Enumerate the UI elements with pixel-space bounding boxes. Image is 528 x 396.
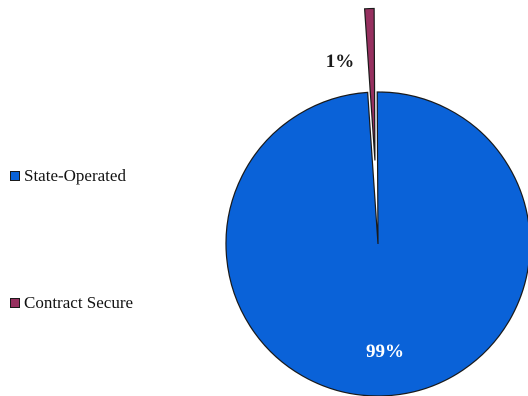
- legend-item-state-operated: State-Operated: [10, 166, 126, 186]
- legend-label-contract-secure: Contract Secure: [24, 293, 134, 312]
- legend-label-state-operated: State-Operated: [24, 166, 126, 185]
- pie-slice-contract-secure: [363, 7, 376, 161]
- legend: State-Operated Contract Secure: [10, 0, 210, 396]
- legend-item-contract-secure: Contract Secure: [10, 293, 133, 313]
- legend-swatch-state-operated: [10, 171, 20, 181]
- legend-swatch-contract-secure: [10, 298, 20, 308]
- data-label-state-operated: 99%: [366, 341, 404, 362]
- data-label-contract-secure: 1%: [326, 51, 355, 72]
